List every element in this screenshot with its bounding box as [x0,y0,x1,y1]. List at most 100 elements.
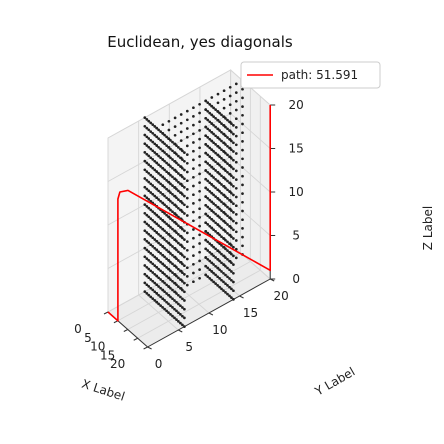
obstacle-point [216,197,219,200]
obstacle-point [198,259,201,263]
x-tick-label: 15 [100,348,115,362]
obstacle-point [241,131,244,135]
obstacle-point [232,254,235,258]
obstacle-point [224,204,227,207]
obstacle-point [145,283,149,287]
obstacle-point [228,103,232,107]
obstacle-point [230,244,233,247]
obstacle-point [212,184,215,188]
obstacle-point [218,207,221,211]
obstacle-point [198,242,201,245]
obstacle-point [208,224,212,228]
obstacle-point [163,246,166,250]
obstacle-point [149,252,153,255]
obstacle-point [224,186,227,190]
obstacle-point [155,300,159,304]
obstacle-point [185,188,189,191]
obstacle-point [228,277,231,280]
obstacle-point [151,140,155,144]
obstacle-point [226,240,229,244]
obstacle-point [163,203,166,207]
obstacle-point [161,306,164,309]
obstacle-point [198,163,201,167]
obstacle-point [173,264,177,268]
obstacle-point [224,256,227,259]
obstacle-point [163,168,166,172]
obstacle-point [230,278,233,282]
obstacle-point [228,129,231,132]
obstacle-point [185,275,189,278]
obstacle-point [153,177,157,180]
obstacle-point [151,184,155,187]
obstacle-point [165,292,168,295]
obstacle-point [163,159,166,163]
obstacle-point [204,273,208,277]
obstacle-point [208,259,212,263]
obstacle-point [241,105,244,108]
obstacle-point [155,239,159,243]
obstacle-point [216,188,219,192]
obstacle-point [224,282,227,286]
obstacle-point [171,149,174,153]
obstacle-point [228,294,231,298]
obstacle-point [216,118,219,122]
obstacle-point [210,165,213,169]
obstacle-point [218,146,221,150]
obstacle-point [155,144,159,147]
obstacle-point [185,266,189,270]
obstacle-point [241,122,244,126]
obstacle-point [208,277,212,280]
obstacle-point [216,223,219,226]
obstacle-point [147,293,151,297]
obstacle-point [173,168,177,172]
obstacle-point [157,259,160,262]
obstacle-point [232,280,235,284]
obstacle-point [165,135,168,139]
obstacle-point [210,261,213,265]
x-tick-mark [143,346,148,350]
obstacle-point [167,215,171,219]
obstacle-point [232,237,235,240]
obstacle-point [226,223,229,226]
obstacle-point [226,179,229,183]
obstacle-point [198,129,201,132]
obstacle-point [206,101,210,104]
obstacle-point [220,165,223,169]
obstacle-point [167,233,171,236]
obstacle-point [228,224,231,228]
obstacle-point [220,287,223,291]
obstacle-point [171,175,174,179]
obstacle-point [173,160,177,163]
obstacle-point [159,217,162,220]
obstacle-point [179,287,183,290]
obstacle-point [216,144,219,148]
obstacle-point [241,96,244,100]
x-tick-label: 5 [84,331,92,345]
obstacle-point [212,263,215,266]
obstacle-point [161,288,165,292]
obstacle-point [228,181,231,185]
grid-line-z [107,69,231,139]
obstacle-point [167,146,171,149]
obstacle-point [230,217,233,221]
obstacle-point [155,135,159,139]
obstacle-point [171,201,174,205]
obstacle-point [216,257,219,261]
obstacle-point [214,169,217,172]
obstacle-point [167,137,171,141]
obstacle-point [210,243,213,247]
obstacle-point [216,110,219,113]
obstacle-point [181,297,184,301]
obstacle-point [173,177,177,181]
obstacle-point [153,142,157,146]
obstacle-point [177,198,180,201]
obstacle-point [169,234,172,238]
obstacle-point [183,325,186,328]
obstacle-point [173,290,177,294]
obstacle-point [204,151,208,155]
obstacle-point [151,149,155,153]
obstacle-point [169,208,172,212]
obstacle-point [157,302,160,306]
obstacle-point [214,151,217,155]
obstacle-point [159,147,162,151]
